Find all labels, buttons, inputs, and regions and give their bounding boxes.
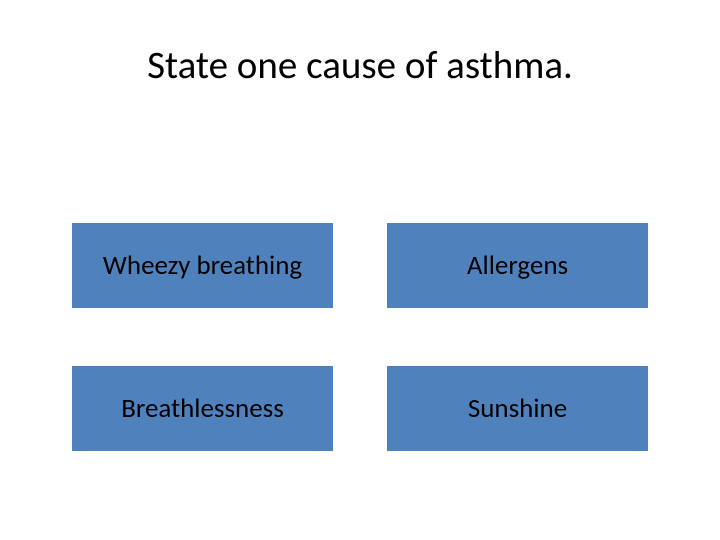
question-title: State one cause of asthma. — [0, 42, 720, 89]
option-button[interactable]: Breathlessness — [72, 366, 333, 451]
option-label: Wheezy breathing — [103, 249, 302, 282]
option-button[interactable]: Wheezy breathing — [72, 223, 333, 308]
option-button[interactable]: Allergens — [387, 223, 648, 308]
option-label: Breathlessness — [121, 392, 284, 425]
option-button[interactable]: Sunshine — [387, 366, 648, 451]
option-label: Allergens — [467, 249, 568, 282]
options-grid: Wheezy breathing Allergens Breathlessnes… — [72, 223, 648, 451]
option-label: Sunshine — [468, 392, 567, 425]
